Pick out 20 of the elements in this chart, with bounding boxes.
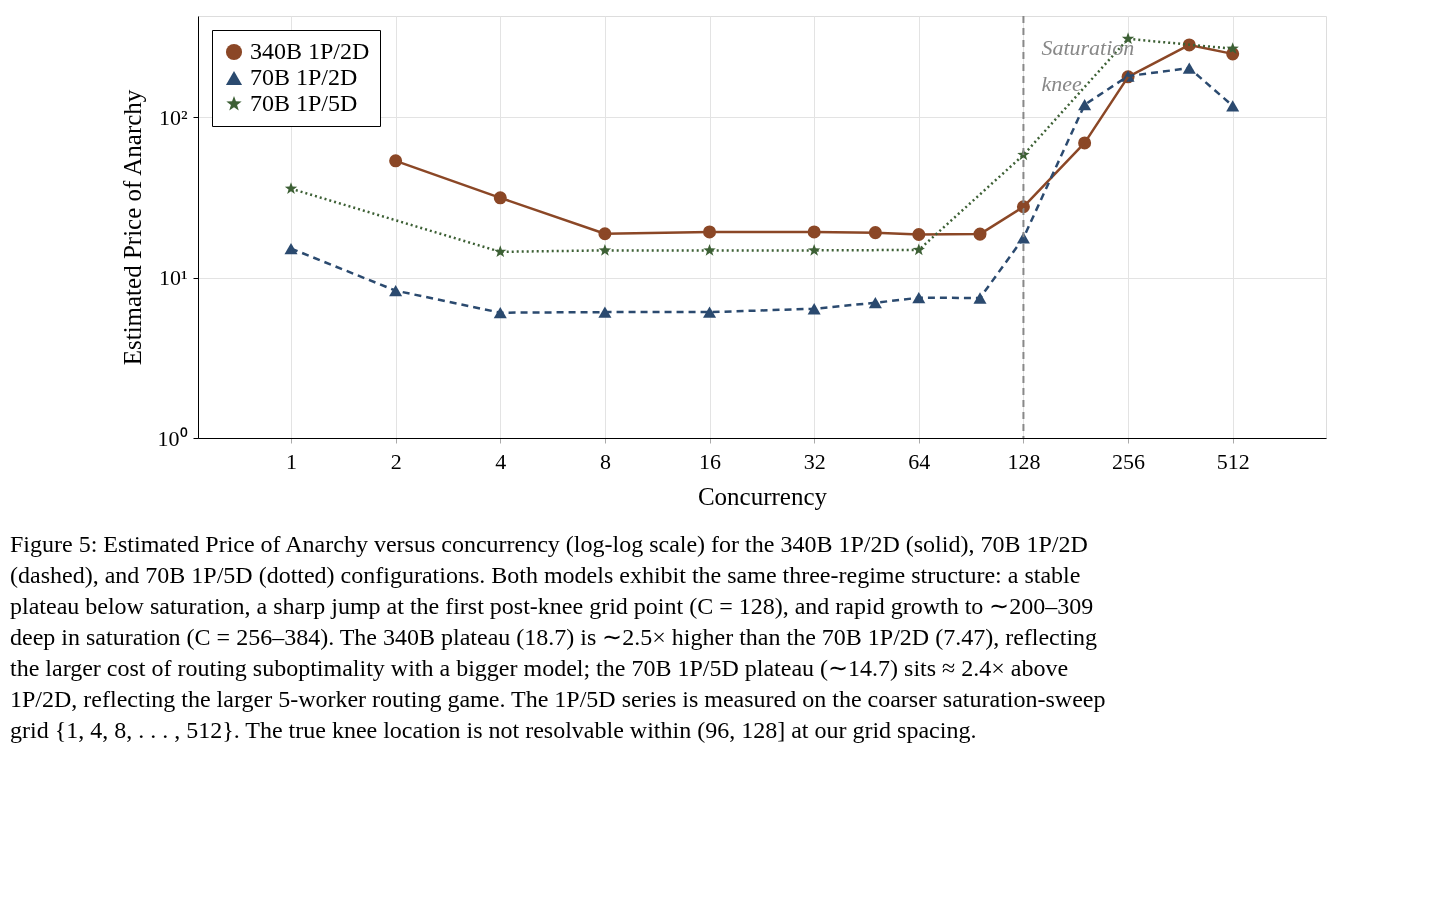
y-tick-label: 10⁰ (157, 425, 188, 451)
x-tick-label: 256 (1112, 448, 1146, 474)
x-tick-label: 32 (803, 448, 826, 474)
legend-label: 70B 1P/5D (250, 90, 358, 116)
x-axis-title: Concurrency (697, 482, 828, 510)
legend-label: 70B 1P/2D (250, 64, 358, 90)
x-tick-label: 16 (699, 448, 722, 474)
y-tick-label: 10² (158, 104, 188, 130)
x-tick-label: 512 (1216, 448, 1250, 474)
y-tick-label: 10¹ (158, 265, 188, 291)
x-tick-label: 64 (908, 448, 931, 474)
x-tick-label: 128 (1007, 448, 1041, 474)
x-tick-label: 4 (495, 448, 507, 474)
x-tick-label: 8 (599, 448, 611, 474)
caption: Figure 5: Estimated Price of Anarchy versus concurrency (log-log scale) for the 340B 1P/2D (solid), 70B 1P/2D (dashed), and 70B 1P/5D (dotted) configurations. Both models exhibit the same three-regime structure: a stable plateau below saturation, a sharp jump at the first post-knee grid point (C = 128), and rapid growth to ∼200–309 deep in saturation (C = 256–384). The 340B plateau (18.7) is ∼2.5× higher than the 70B 1P/2D (7.47), reflecting the larger cost of routing suboptimality with a bigger model; the 70B 1P/5D plateau (∼14.7) sits ≈ 2.4× above 1P/2D, reflecting the larger 5-worker routing game. The 1P/5D series is measured on the coarser saturation-sweep grid {1, 4, 8, . . . , 512}. The true knee location is not resolvable within (96, 128] at our grid spacing. (10, 531, 1106, 743)
legend-label: 340B 1P/2D (250, 38, 370, 64)
x-tick-label: 2 (390, 448, 402, 474)
y-axis-title: Estimated Price of Anarchy (118, 89, 146, 366)
ref-line-label: Saturation knee (1041, 35, 1135, 96)
x-tick-label: 1 (286, 448, 298, 474)
